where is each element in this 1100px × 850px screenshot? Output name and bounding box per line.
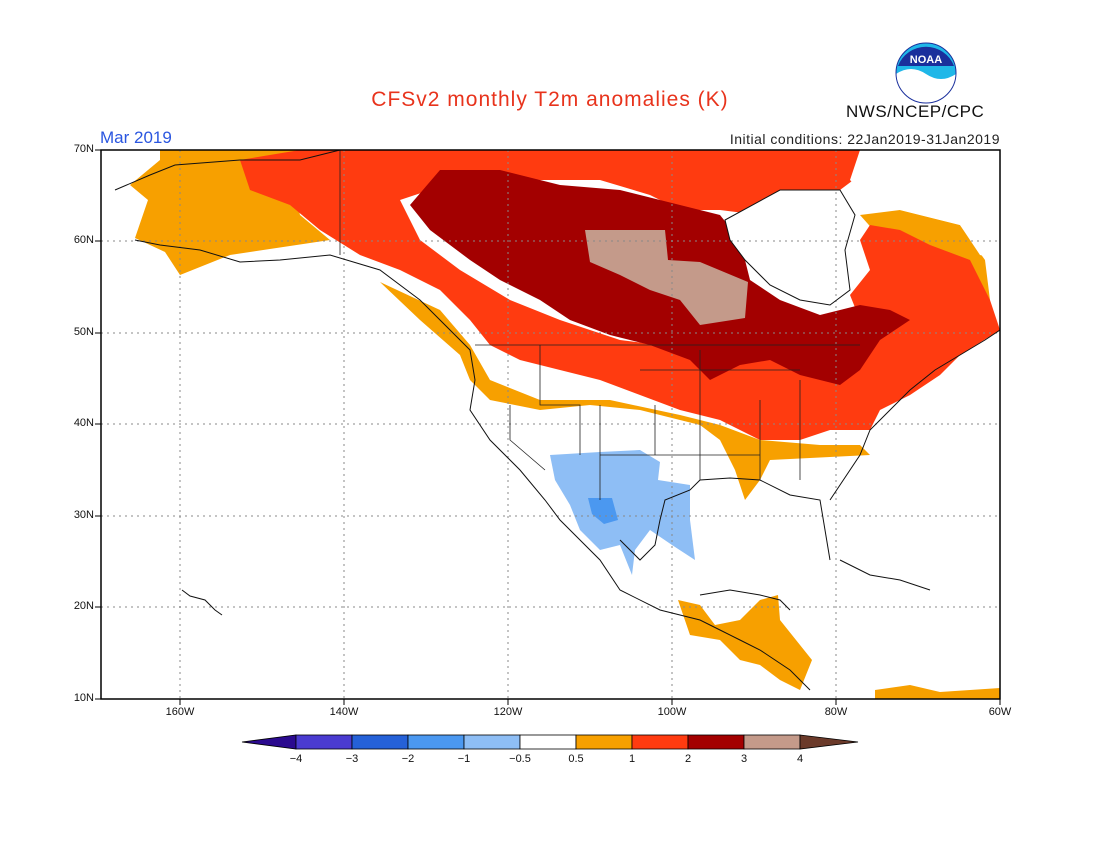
colorbar-tick-label: 0.5 bbox=[568, 753, 584, 765]
lon-label: 100W bbox=[657, 706, 687, 718]
initial-conditions: Initial conditions: 22Jan2019-31Jan2019 bbox=[729, 131, 1000, 147]
colorbar-tick-label: −0.5 bbox=[509, 753, 531, 765]
colorbar-tick-label: −1 bbox=[457, 753, 471, 765]
lat-label: 40N bbox=[73, 417, 94, 429]
colorbar-tick-label: 3 bbox=[740, 753, 748, 765]
colorbar-tick-label: 4 bbox=[796, 753, 804, 765]
colorbar-tick-label: 2 bbox=[684, 753, 692, 765]
anomaly-neg-mid bbox=[588, 498, 618, 524]
agency-label: NWS/NCEP/CPC bbox=[846, 102, 985, 121]
anomaly-0.5-1-caribbean bbox=[875, 685, 1000, 699]
logo-text: NOAA bbox=[910, 54, 942, 66]
lon-label: 80W bbox=[824, 706, 848, 718]
noaa-logo: NOAA bbox=[895, 42, 957, 104]
lat-label: 10N bbox=[73, 692, 94, 704]
anomaly-0.5-1-west bbox=[380, 282, 870, 500]
lon-label: 160W bbox=[165, 706, 195, 718]
lon-label: 140W bbox=[329, 706, 359, 718]
lat-label: 20N bbox=[73, 600, 94, 612]
greenland bbox=[850, 150, 1000, 260]
lat-label: 60N bbox=[73, 234, 94, 246]
forecast-month: Mar 2019 bbox=[100, 128, 172, 147]
lat-label: 50N bbox=[73, 326, 94, 338]
chart-title: CFSv2 monthly T2m anomalies (K) bbox=[371, 88, 729, 111]
colorbar-tick-label: −4 bbox=[289, 753, 303, 765]
hudson-bay bbox=[725, 190, 855, 305]
colorbar-tick-label: 1 bbox=[628, 753, 636, 765]
lon-label: 120W bbox=[493, 706, 523, 718]
anomaly-neg-southwest bbox=[550, 450, 695, 575]
lat-label: 70N bbox=[73, 143, 94, 155]
colorbar-tick-label: −2 bbox=[401, 753, 415, 765]
anomaly-3-4-hudson bbox=[585, 230, 748, 325]
colorbar bbox=[241, 734, 859, 750]
colorbar-tick-label: −3 bbox=[345, 753, 359, 765]
lat-label: 30N bbox=[73, 509, 94, 521]
lon-label: 60W bbox=[988, 706, 1012, 718]
